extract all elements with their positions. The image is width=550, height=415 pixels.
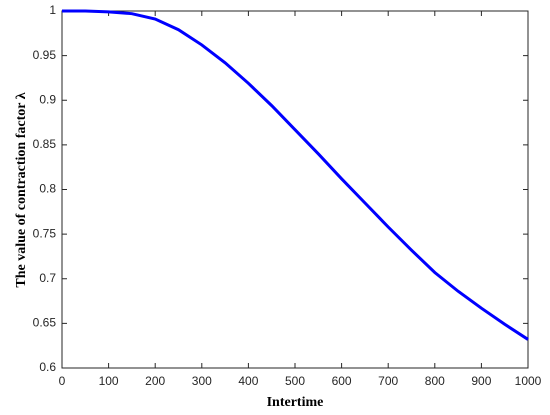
x-tick-label: 300 [192, 374, 212, 388]
x-axis-label: Intertime [267, 395, 324, 410]
y-tick-label: 0.6 [39, 360, 56, 374]
plot-frame [61, 10, 529, 369]
x-tick-label: 200 [145, 374, 165, 388]
x-tick-label: 700 [378, 374, 398, 388]
x-tick-label: 400 [238, 374, 258, 388]
line [62, 9, 529, 341]
x-tick-label: 800 [425, 374, 445, 388]
x-tick-label: 500 [285, 374, 305, 388]
x-tick-label: 900 [471, 374, 491, 388]
y-tick-label: 0.95 [33, 48, 57, 62]
x-tick-label: 100 [99, 374, 119, 388]
y-tick-label: 0.75 [33, 226, 57, 240]
y-tick-label: 1 [49, 3, 56, 17]
y-tick-label: 0.65 [33, 316, 57, 330]
y-tick-label: 0.9 [39, 92, 56, 106]
y-tick-label: 0.7 [39, 271, 56, 285]
x-tick-label: 600 [332, 374, 352, 388]
x-tick-label: 1000 [515, 374, 542, 388]
y-tick-label: 0.85 [33, 137, 57, 151]
y-tick-label: 0.8 [39, 182, 56, 196]
x-tick-label: 0 [59, 374, 66, 388]
y-axis-label: The value of contraction factor λ [14, 92, 29, 287]
